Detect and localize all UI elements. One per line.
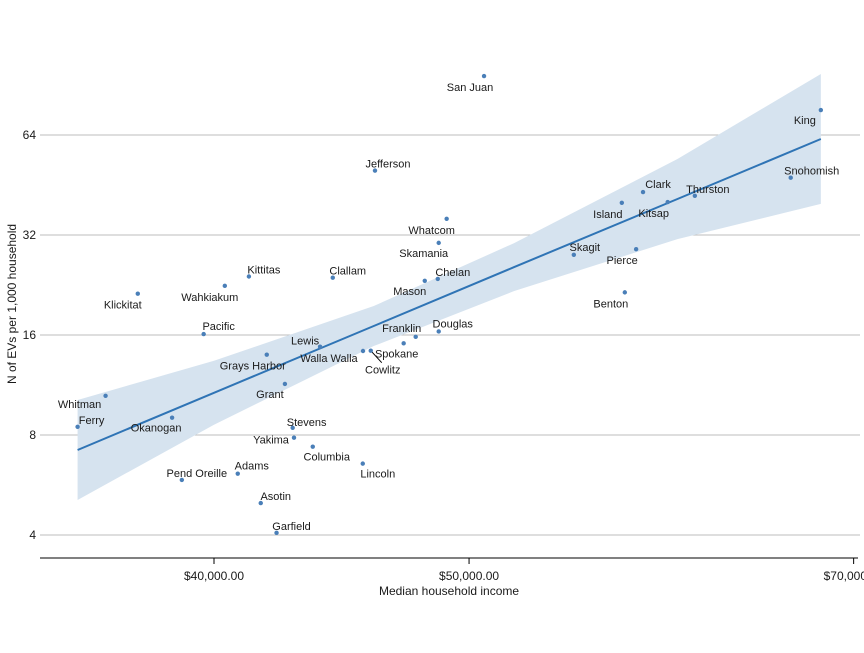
leader-line-cowlitz xyxy=(370,350,383,364)
x-tick-label: $70,000.00 xyxy=(824,569,864,583)
label-columbia: Columbia xyxy=(304,452,351,464)
confidence-band xyxy=(77,73,821,500)
y-ticks: 4 8 16 32 64 xyxy=(23,128,37,542)
label-kittitas: Kittitas xyxy=(247,265,281,277)
label-lewis: Lewis xyxy=(291,336,320,348)
data-points xyxy=(75,73,824,536)
label-whatcom: Whatcom xyxy=(408,225,454,237)
point-walla-walla xyxy=(360,348,366,354)
label-whitman: Whitman xyxy=(58,399,101,411)
point-pend-oreille xyxy=(179,477,185,483)
label-garfield: Garfield xyxy=(272,521,311,533)
point-king xyxy=(818,107,824,113)
label-thurston: Thurston xyxy=(686,184,729,196)
point-snohomish xyxy=(788,175,793,180)
label-douglas: Douglas xyxy=(433,318,474,330)
point-island xyxy=(619,200,625,206)
fit-line xyxy=(77,138,822,451)
y-tick-label: 64 xyxy=(23,128,37,142)
label-skamania: Skamania xyxy=(399,248,449,260)
point-mason xyxy=(422,278,427,283)
label-san-juan: San Juan xyxy=(447,82,493,94)
point-grant xyxy=(282,381,288,387)
label-stevens: Stevens xyxy=(287,417,327,429)
point-pierce xyxy=(633,247,639,252)
point-lewis xyxy=(317,344,323,349)
label-grays-harbor: Grays Harbor xyxy=(220,361,286,373)
label-klickitat: Klickitat xyxy=(104,300,142,312)
y-tick-label: 32 xyxy=(23,228,37,242)
label-yakima: Yakima xyxy=(253,435,290,447)
point-benton xyxy=(622,290,628,295)
point-garfield xyxy=(274,530,279,536)
point-grays-harbor xyxy=(264,352,269,357)
point-whitman xyxy=(103,393,108,398)
label-chelan: Chelan xyxy=(435,267,470,279)
point-clallam xyxy=(330,275,335,280)
label-skagit: Skagit xyxy=(570,242,601,254)
point-clark xyxy=(640,189,646,195)
label-wahkiakum: Wahkiakum xyxy=(181,292,238,304)
point-wahkiakum xyxy=(222,283,228,289)
point-kitsap xyxy=(665,199,670,205)
label-leader-lines xyxy=(370,350,383,364)
point-kittitas xyxy=(246,274,252,279)
point-columbia xyxy=(310,444,315,449)
x-tick-label: $50,000.00 xyxy=(439,569,499,583)
x-axis-title: Median household income xyxy=(379,584,519,598)
label-ferry: Ferry xyxy=(79,415,105,427)
point-labels: Ferry Whitman Klickitat Okanogan Pend Oreill… xyxy=(58,82,839,533)
y-tick-label: 4 xyxy=(29,528,36,542)
point-stevens xyxy=(290,425,295,430)
regression-line xyxy=(77,138,822,451)
y-axis-title: N of EVs per 1,000 household xyxy=(5,224,19,384)
point-douglas xyxy=(436,329,441,334)
y-tick-label: 16 xyxy=(23,328,37,342)
label-pierce: Pierce xyxy=(607,255,638,267)
label-pacific: Pacific xyxy=(202,321,235,333)
label-asotin: Asotin xyxy=(260,491,291,503)
point-jefferson xyxy=(372,168,378,173)
ci-band-area xyxy=(77,73,821,500)
label-adams: Adams xyxy=(235,461,270,473)
point-skagit xyxy=(571,252,577,257)
label-grant: Grant xyxy=(256,389,284,401)
point-whatcom xyxy=(444,216,449,222)
label-spokane: Spokane xyxy=(375,348,418,360)
point-san-juan xyxy=(481,73,487,79)
label-mason: Mason xyxy=(393,286,426,298)
point-lincoln xyxy=(360,461,365,466)
label-jefferson: Jefferson xyxy=(365,159,410,171)
point-franklin xyxy=(413,334,418,340)
label-clark: Clark xyxy=(645,179,671,191)
label-franklin: Franklin xyxy=(382,323,421,335)
label-king: King xyxy=(794,115,816,127)
point-yakima xyxy=(291,435,297,440)
label-benton: Benton xyxy=(593,298,628,310)
point-ferry xyxy=(75,424,80,429)
point-adams xyxy=(235,471,240,476)
label-kitsap: Kitsap xyxy=(638,208,669,220)
label-clallam: Clallam xyxy=(329,266,366,278)
label-walla-walla: Walla Walla xyxy=(300,353,358,365)
label-island: Island xyxy=(593,209,622,221)
point-cowlitz xyxy=(368,348,373,353)
point-klickitat xyxy=(135,291,140,296)
point-chelan xyxy=(435,276,440,282)
label-okanogan: Okanogan xyxy=(131,423,182,435)
label-snohomish: Snohomish xyxy=(784,166,839,178)
point-thurston xyxy=(692,193,698,198)
x-tick-label: $40,000.00 xyxy=(184,569,244,583)
point-skamania xyxy=(436,240,441,246)
x-ticks: $40,000.00 $50,000.00 $70,000.00 xyxy=(184,558,864,583)
point-asotin xyxy=(258,500,263,506)
label-lincoln: Lincoln xyxy=(360,469,395,481)
label-pend-oreille: Pend Oreille xyxy=(167,468,228,480)
point-okanogan xyxy=(169,415,175,420)
point-spokane xyxy=(401,341,406,346)
label-cowlitz: Cowlitz xyxy=(365,365,400,377)
point-pacific xyxy=(201,331,206,337)
y-tick-label: 8 xyxy=(29,428,36,442)
